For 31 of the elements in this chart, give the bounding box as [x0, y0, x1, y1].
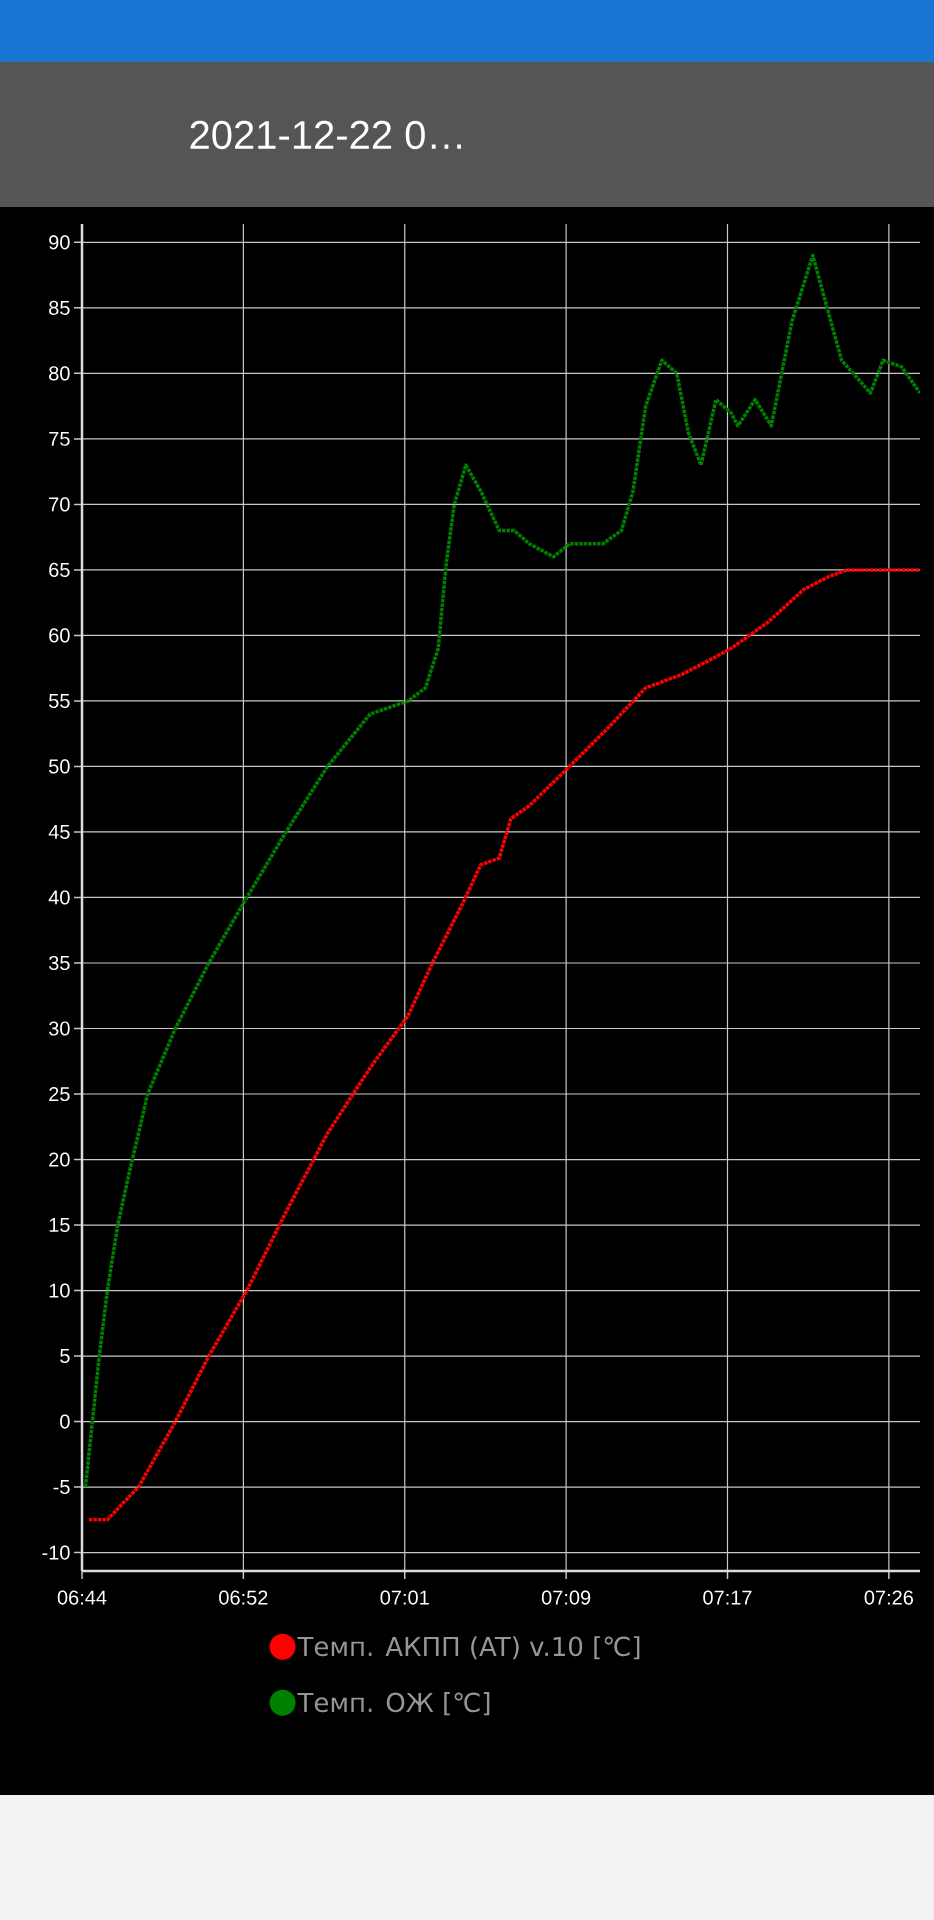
x-tick-label: 07:09 — [541, 1590, 591, 1605]
y-tick-label: 60 — [49, 628, 70, 643]
legend-label: Темп. ОЖ [℃] — [297, 1692, 490, 1716]
y-tick-label: 85 — [49, 300, 70, 315]
legend-label: Темп. АКПП (AT) v.10 [℃] — [297, 1636, 640, 1660]
y-tick-label: 35 — [48, 955, 70, 971]
y-tick-label: 25 — [49, 1086, 70, 1102]
x-tick-label: 07:01 — [380, 1590, 429, 1605]
x-tick-label: 07:17 — [703, 1590, 752, 1605]
y-tick-label: 20 — [49, 1152, 70, 1167]
y-tick-label: 55 — [49, 693, 70, 708]
y-tick-label: 40 — [48, 890, 70, 905]
y-tick-label: 70 — [49, 497, 70, 512]
x-tick-label: 06:44 — [57, 1590, 107, 1605]
y-tick-label: 50 — [49, 759, 70, 774]
y-tick-label: -5 — [53, 1480, 70, 1495]
x-tick-label: 07:26 — [864, 1590, 914, 1605]
y-tick-label: 90 — [49, 235, 70, 250]
y-tick-label: 80 — [49, 366, 70, 381]
y-tick-label: 10 — [49, 1283, 70, 1298]
x-tick-label: 06:52 — [219, 1590, 268, 1605]
y-tick-label: 45 — [48, 824, 70, 839]
chart-title: 2021-12-22 0… — [190, 120, 461, 150]
y-tick-label: 30 — [48, 1021, 70, 1036]
y-tick-label: 65 — [49, 562, 70, 577]
y-tick-label: 5 — [60, 1349, 70, 1364]
y-tick-label: 75 — [49, 431, 70, 446]
y-tick-label: 15 — [49, 1218, 70, 1233]
line-series — [87, 568, 920, 1522]
y-tick-label: -10 — [42, 1545, 70, 1560]
y-tick-label: 0 — [60, 1414, 70, 1429]
